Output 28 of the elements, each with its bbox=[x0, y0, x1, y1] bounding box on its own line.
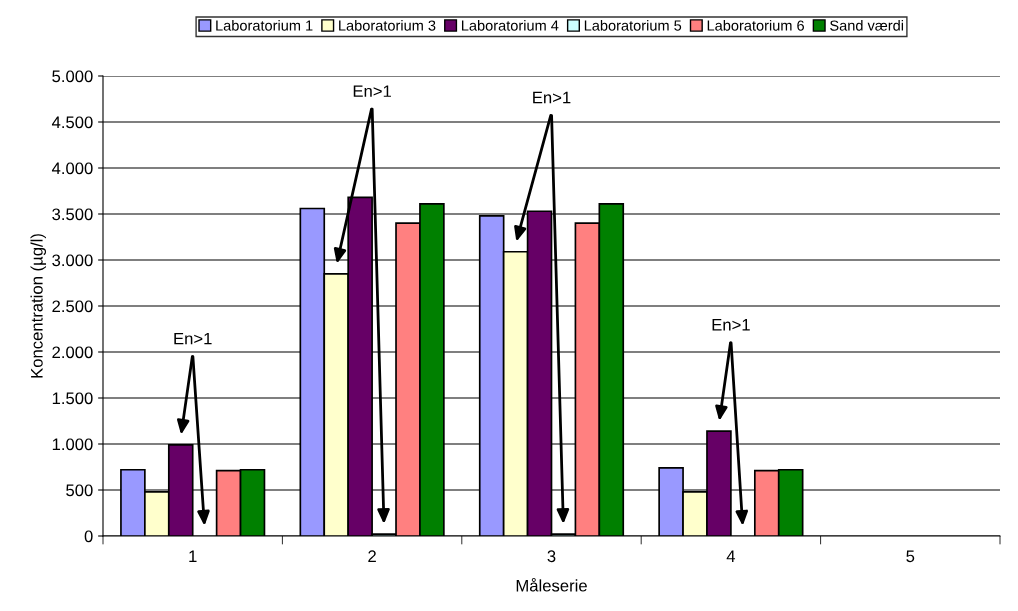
x-tick-label: 5 bbox=[906, 550, 915, 563]
y-tick-label: 1.000 bbox=[52, 438, 93, 451]
y-tick-label: 5.000 bbox=[52, 70, 93, 83]
legend-label: Sand værdi bbox=[830, 20, 904, 31]
y-tick-label: 0 bbox=[84, 530, 93, 543]
y-tick-label: 2.500 bbox=[52, 300, 93, 313]
y-tick-label: 500 bbox=[66, 484, 93, 497]
x-tick-label: 2 bbox=[368, 550, 376, 562]
x-tick-label: 3 bbox=[547, 550, 556, 563]
annotation: En>1 bbox=[353, 85, 391, 97]
annotation: En>1 bbox=[712, 319, 750, 331]
annotation: En>1 bbox=[174, 332, 212, 345]
x-tick-label: 1 bbox=[189, 550, 197, 562]
y-tick-label: 4.000 bbox=[51, 162, 93, 175]
y-tick-label: 3.500 bbox=[52, 208, 93, 221]
legend-label: Laboratorium 6 bbox=[707, 20, 804, 31]
annotation: En>1 bbox=[533, 91, 571, 104]
x-tick-label: 4 bbox=[726, 550, 736, 562]
y-tick-label: 2.000 bbox=[52, 346, 93, 359]
legend-label: Laboratorium 4 bbox=[461, 20, 559, 31]
x-axis-title: Måleserie bbox=[516, 577, 587, 592]
y-tick-label: 3.000 bbox=[52, 254, 93, 267]
y-tick-label: 4.500 bbox=[51, 116, 93, 129]
y-axis-title: Koncentration (µg/l) bbox=[30, 234, 47, 378]
y-tick-label: 1.500 bbox=[52, 392, 93, 405]
legend-label: Laboratorium 1 bbox=[216, 20, 313, 31]
legend-label: Laboratorium 3 bbox=[339, 20, 436, 31]
legend-label: Laboratorium 5 bbox=[584, 20, 682, 31]
